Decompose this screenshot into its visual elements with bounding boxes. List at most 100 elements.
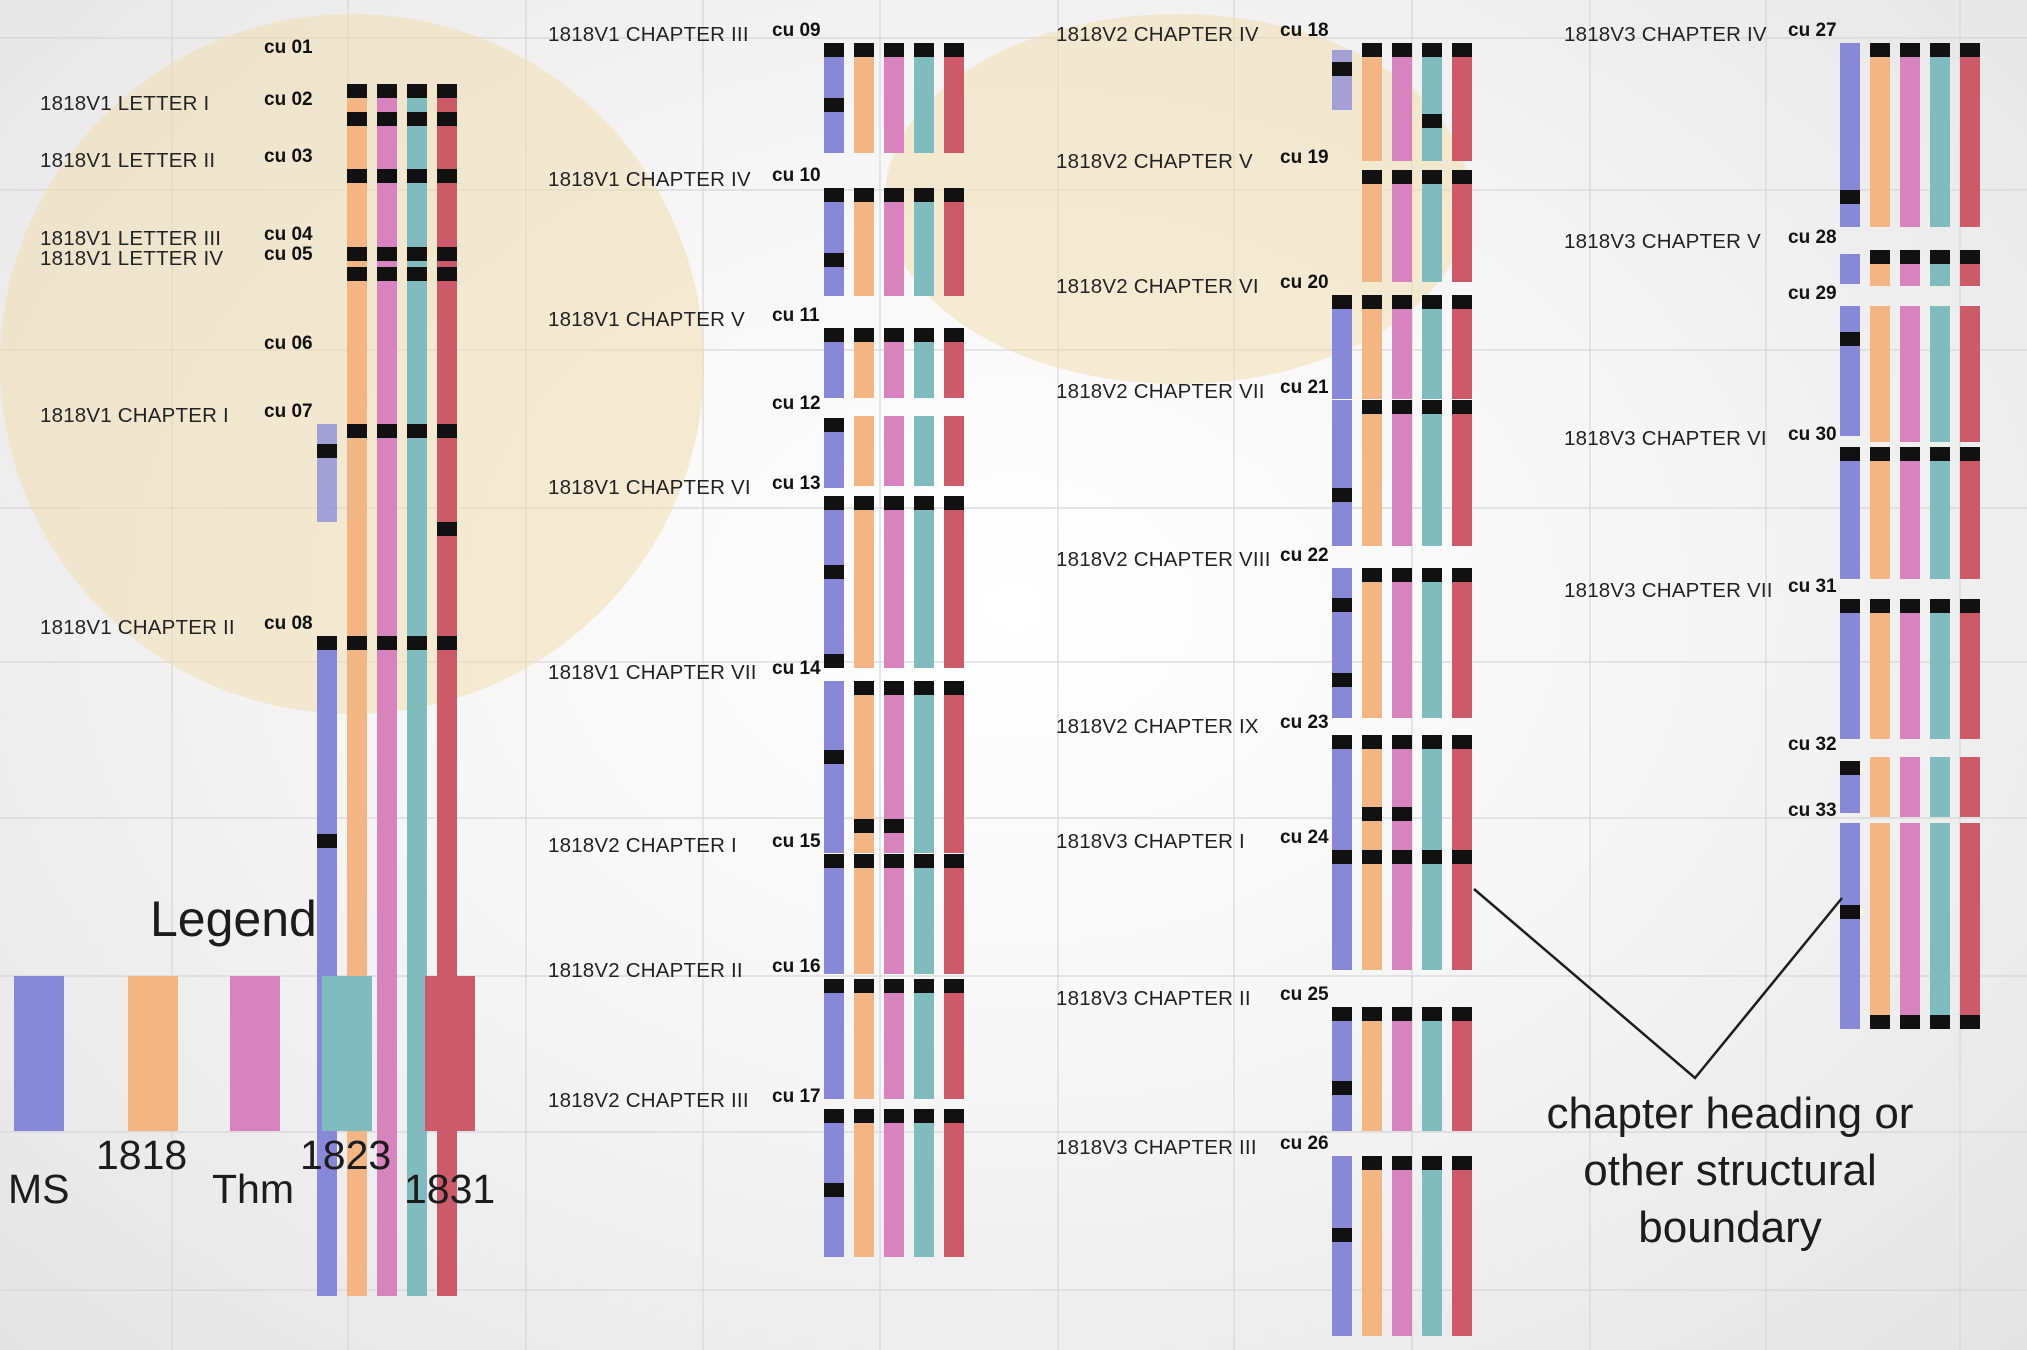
edition-bar-1818 xyxy=(854,416,874,486)
structural-boundary-marker xyxy=(1422,43,1442,57)
chapter-label: 1818V1 LETTER IV xyxy=(40,247,224,270)
structural-boundary-marker xyxy=(347,169,367,183)
structural-boundary-marker xyxy=(377,247,397,261)
structural-boundary-marker xyxy=(944,854,964,868)
structural-boundary-marker xyxy=(407,247,427,261)
structural-boundary-marker xyxy=(1930,447,1950,461)
edition-bar-ms xyxy=(1332,1007,1352,1131)
edition-bar-thm xyxy=(884,43,904,153)
edition-bar-1823 xyxy=(1422,400,1442,546)
edition-bar-1831 xyxy=(1452,170,1472,282)
edition-bar-thm xyxy=(1392,170,1412,282)
pointer-line xyxy=(1473,888,1843,1080)
edition-bar-1818 xyxy=(1870,823,1890,1029)
structural-boundary-marker xyxy=(944,681,964,695)
chapter-label: 1818V2 CHAPTER VII xyxy=(1056,380,1265,403)
edition-bar-1818 xyxy=(854,854,874,974)
structural-boundary-marker xyxy=(1840,190,1860,204)
edition-bar-1831 xyxy=(1452,295,1472,399)
structural-boundary-marker xyxy=(1960,1015,1980,1029)
collation-unit-label: cu 12 xyxy=(772,393,821,414)
chapter-label: 1818V2 CHAPTER IX xyxy=(1056,715,1259,738)
edition-bar-1818 xyxy=(1870,306,1890,442)
structural-boundary-marker xyxy=(824,98,844,112)
structural-boundary-marker xyxy=(1960,599,1980,613)
structural-boundary-marker xyxy=(1452,850,1472,864)
collation-unit-label: cu 04 xyxy=(264,224,313,245)
edition-bar-1823 xyxy=(914,328,934,398)
structural-boundary-marker xyxy=(1362,400,1382,414)
collation-unit-label: cu 24 xyxy=(1280,827,1329,848)
legend-swatch-ms xyxy=(14,976,64,1131)
structural-boundary-marker xyxy=(1930,250,1950,264)
collation-unit-label: cu 29 xyxy=(1788,283,1837,304)
edition-bar-1831 xyxy=(1452,568,1472,718)
edition-bar-1831 xyxy=(944,496,964,668)
structural-boundary-marker xyxy=(824,328,844,342)
structural-boundary-marker xyxy=(1332,850,1352,864)
structural-boundary-marker xyxy=(824,750,844,764)
structural-boundary-marker xyxy=(1930,1015,1950,1029)
edition-bar-ms xyxy=(824,854,844,974)
chapter-label: 1818V3 CHAPTER VII xyxy=(1564,579,1773,602)
edition-bar-1831 xyxy=(1452,850,1472,970)
collation-unit-label: cu 21 xyxy=(1280,377,1329,398)
edition-bar-1818 xyxy=(1362,735,1382,855)
edition-bar-ms xyxy=(317,636,337,1296)
edition-bar-thm xyxy=(1392,295,1412,399)
structural-boundary-marker xyxy=(884,43,904,57)
structural-boundary-marker xyxy=(1422,1007,1442,1021)
structural-boundary-marker xyxy=(1332,295,1352,309)
annotation-line-3: boundary xyxy=(1638,1203,1822,1252)
structural-boundary-marker xyxy=(884,819,904,833)
structural-boundary-marker xyxy=(1392,400,1412,414)
structural-boundary-marker xyxy=(437,267,457,281)
structural-boundary-marker xyxy=(944,328,964,342)
edition-bar-1818 xyxy=(1362,43,1382,161)
legend-swatch-1823 xyxy=(322,976,372,1131)
structural-boundary-marker xyxy=(407,636,427,650)
structural-boundary-marker xyxy=(914,43,934,57)
structural-boundary-marker xyxy=(944,496,964,510)
edition-bar-ms xyxy=(1840,254,1860,284)
structural-boundary-marker xyxy=(824,979,844,993)
edition-bar-thm xyxy=(884,979,904,1099)
edition-bar-1831 xyxy=(437,636,457,1296)
collation-unit-label: cu 31 xyxy=(1788,576,1837,597)
chapter-label: 1818V2 CHAPTER I xyxy=(548,834,737,857)
structural-boundary-marker xyxy=(914,328,934,342)
edition-bar-1823 xyxy=(1930,599,1950,739)
chapter-label: 1818V3 CHAPTER VI xyxy=(1564,427,1767,450)
edition-bar-1823 xyxy=(1422,43,1442,161)
structural-boundary-marker xyxy=(1392,295,1412,309)
structural-boundary-marker xyxy=(1452,735,1472,749)
structural-boundary-marker xyxy=(1332,1007,1352,1021)
structural-boundary-marker xyxy=(1840,332,1860,346)
structural-boundary-marker xyxy=(1870,1015,1890,1029)
edition-bar-ms xyxy=(824,328,844,398)
structural-boundary-marker xyxy=(1362,568,1382,582)
collation-unit-label: cu 03 xyxy=(264,146,313,167)
chapter-label: 1818V3 CHAPTER IV xyxy=(1564,23,1767,46)
collation-unit-label: cu 30 xyxy=(1788,424,1837,445)
edition-bar-1831 xyxy=(944,1109,964,1257)
structural-boundary-marker xyxy=(407,169,427,183)
chapter-label: 1818V2 CHAPTER V xyxy=(1056,150,1253,173)
chapter-label: 1818V2 CHAPTER II xyxy=(548,959,743,982)
edition-bar-thm xyxy=(884,496,904,668)
edition-bar-thm xyxy=(1900,306,1920,442)
structural-boundary-marker xyxy=(1422,735,1442,749)
edition-bar-ms xyxy=(1332,1156,1352,1336)
edition-bar-1818 xyxy=(1362,295,1382,399)
structural-boundary-marker xyxy=(1452,43,1472,57)
structural-boundary-marker xyxy=(377,169,397,183)
structural-boundary-marker xyxy=(1362,807,1382,821)
edition-bar-1818 xyxy=(854,1109,874,1257)
structural-boundary-marker xyxy=(824,565,844,579)
edition-bar-1831 xyxy=(1452,43,1472,161)
edition-bar-1818 xyxy=(1362,170,1382,282)
edition-bar-1823 xyxy=(914,188,934,296)
structural-boundary-marker xyxy=(1362,1156,1382,1170)
structural-boundary-marker xyxy=(824,43,844,57)
collation-unit-label: cu 09 xyxy=(772,20,821,41)
